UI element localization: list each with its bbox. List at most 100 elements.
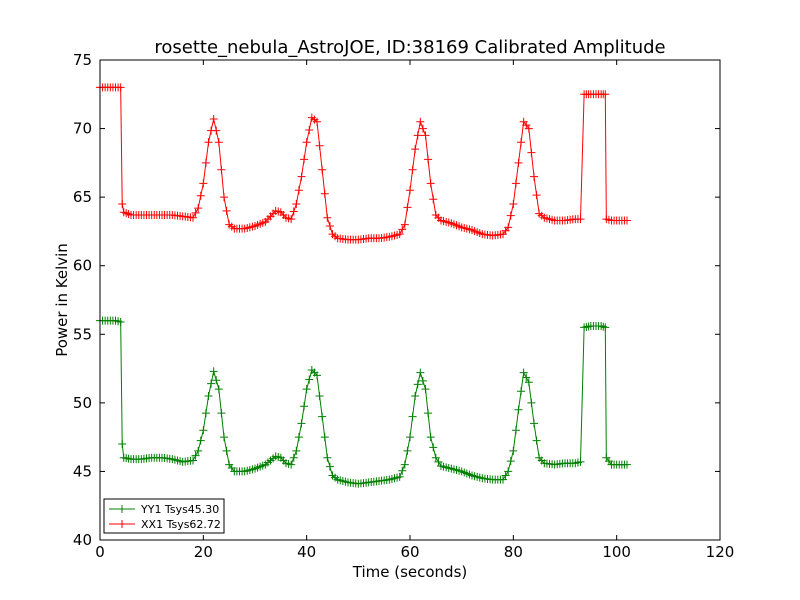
- data-point-marker: [201, 409, 210, 418]
- data-point-marker: [424, 155, 433, 164]
- data-point-marker: [313, 117, 321, 126]
- data-point-marker: [416, 117, 425, 126]
- data-point-marker: [601, 90, 610, 99]
- chart-title: rosette_nebula_AstroJOE, ID:38169 Calibr…: [154, 37, 665, 58]
- data-point-marker: [294, 186, 303, 195]
- data-point-marker: [199, 179, 208, 188]
- data-point-marker: [599, 322, 608, 331]
- data-point-marker: [313, 371, 321, 380]
- y-tick-label: 65: [73, 188, 92, 206]
- data-point-marker: [300, 155, 309, 164]
- data-point-marker: [532, 191, 541, 200]
- data-point-marker: [431, 453, 440, 462]
- data-point-marker: [413, 380, 422, 389]
- data-point-marker: [426, 179, 435, 188]
- data-point-marker: [315, 392, 324, 400]
- data-point-marker: [501, 471, 510, 480]
- data-point-marker: [411, 145, 420, 154]
- data-point-marker: [217, 165, 226, 174]
- data-point-marker: [289, 453, 298, 462]
- data-point-marker: [315, 141, 324, 150]
- data-point-marker: [196, 191, 205, 200]
- data-point-marker: [403, 446, 412, 455]
- data-point-marker: [194, 446, 203, 455]
- plot-area: [100, 60, 720, 540]
- data-point-marker: [289, 207, 298, 216]
- y-axis-title: Power in Kelvin: [53, 243, 71, 357]
- x-tick-label: 120: [706, 543, 735, 561]
- data-point-marker: [318, 165, 327, 174]
- series-1: [96, 83, 631, 244]
- legend: YY1 Tsys45.30 XX1 Tsys62.72: [103, 498, 225, 534]
- x-tick-label: 100: [602, 543, 631, 561]
- data-point-marker: [519, 368, 528, 377]
- data-point-marker: [214, 385, 223, 394]
- plot-frame: [99, 59, 721, 541]
- data-point-marker: [305, 375, 314, 384]
- data-point-marker: [511, 179, 520, 188]
- data-point-marker: [199, 426, 208, 435]
- data-point-marker: [509, 446, 518, 455]
- data-point-marker: [217, 409, 226, 418]
- data-point-marker: [189, 213, 197, 222]
- data-point-marker: [325, 221, 334, 230]
- data-point-marker: [320, 433, 329, 442]
- x-tick-label: 40: [297, 543, 316, 561]
- y-tick-label: 55: [73, 325, 92, 343]
- data-point-marker: [320, 189, 329, 198]
- data-point-marker: [292, 446, 301, 455]
- y-tick-label: 45: [73, 462, 92, 480]
- data-point-marker: [302, 138, 311, 147]
- y-tick-label: 60: [73, 257, 92, 275]
- data-point-marker: [511, 426, 520, 435]
- data-point-marker: [421, 385, 430, 394]
- data-point-marker: [522, 373, 531, 382]
- data-point-marker: [429, 443, 438, 452]
- data-point-marker: [408, 165, 417, 174]
- legend-box: [103, 498, 225, 534]
- data-point-marker: [201, 158, 210, 167]
- data-point-marker: [118, 440, 127, 448]
- data-point-marker: [527, 398, 536, 407]
- data-point-marker: [116, 83, 125, 92]
- data-point-marker: [623, 216, 631, 225]
- data-point-marker: [527, 148, 536, 157]
- data-point-marker: [514, 158, 523, 167]
- data-point-marker: [118, 200, 127, 208]
- data-point-marker: [532, 436, 541, 445]
- data-point-marker: [204, 392, 213, 400]
- data-point-marker: [395, 230, 404, 239]
- y-tick-label: 75: [73, 51, 92, 69]
- data-point-marker: [506, 457, 515, 466]
- data-point-marker: [297, 419, 306, 428]
- ticks-layer: 0 20 40 60 80 100 120 40 45 50 55 60 65 70 75: [73, 51, 734, 561]
- data-point-marker: [300, 402, 309, 411]
- data-point-marker: [499, 475, 507, 484]
- data-point-marker: [220, 193, 228, 202]
- data-point-marker: [191, 451, 200, 460]
- data-point-marker: [222, 446, 231, 455]
- data-point-marker: [413, 131, 422, 140]
- data-point-marker: [426, 433, 435, 442]
- data-point-marker: [597, 322, 606, 331]
- data-point-marker: [294, 433, 303, 442]
- data-point-marker: [434, 457, 443, 466]
- data-point-marker: [116, 317, 125, 326]
- data-point-marker: [418, 376, 427, 385]
- data-point-marker: [509, 200, 518, 208]
- x-tick-label: 20: [194, 543, 213, 561]
- data-point-marker: [325, 462, 334, 471]
- data-point-marker: [406, 186, 414, 195]
- data-point-marker: [418, 124, 427, 133]
- x-tick-label: 80: [504, 543, 523, 561]
- data-point-marker: [287, 460, 296, 469]
- data-point-marker: [406, 433, 414, 442]
- data-point-marker: [302, 385, 311, 394]
- data-point-marker: [323, 453, 332, 462]
- x-tick-label: 0: [95, 543, 105, 561]
- data-point-marker: [209, 114, 218, 123]
- data-point-marker: [194, 204, 203, 213]
- data-point-marker: [220, 433, 228, 442]
- data-point-marker: [530, 172, 538, 181]
- x-tick-label: 60: [400, 543, 419, 561]
